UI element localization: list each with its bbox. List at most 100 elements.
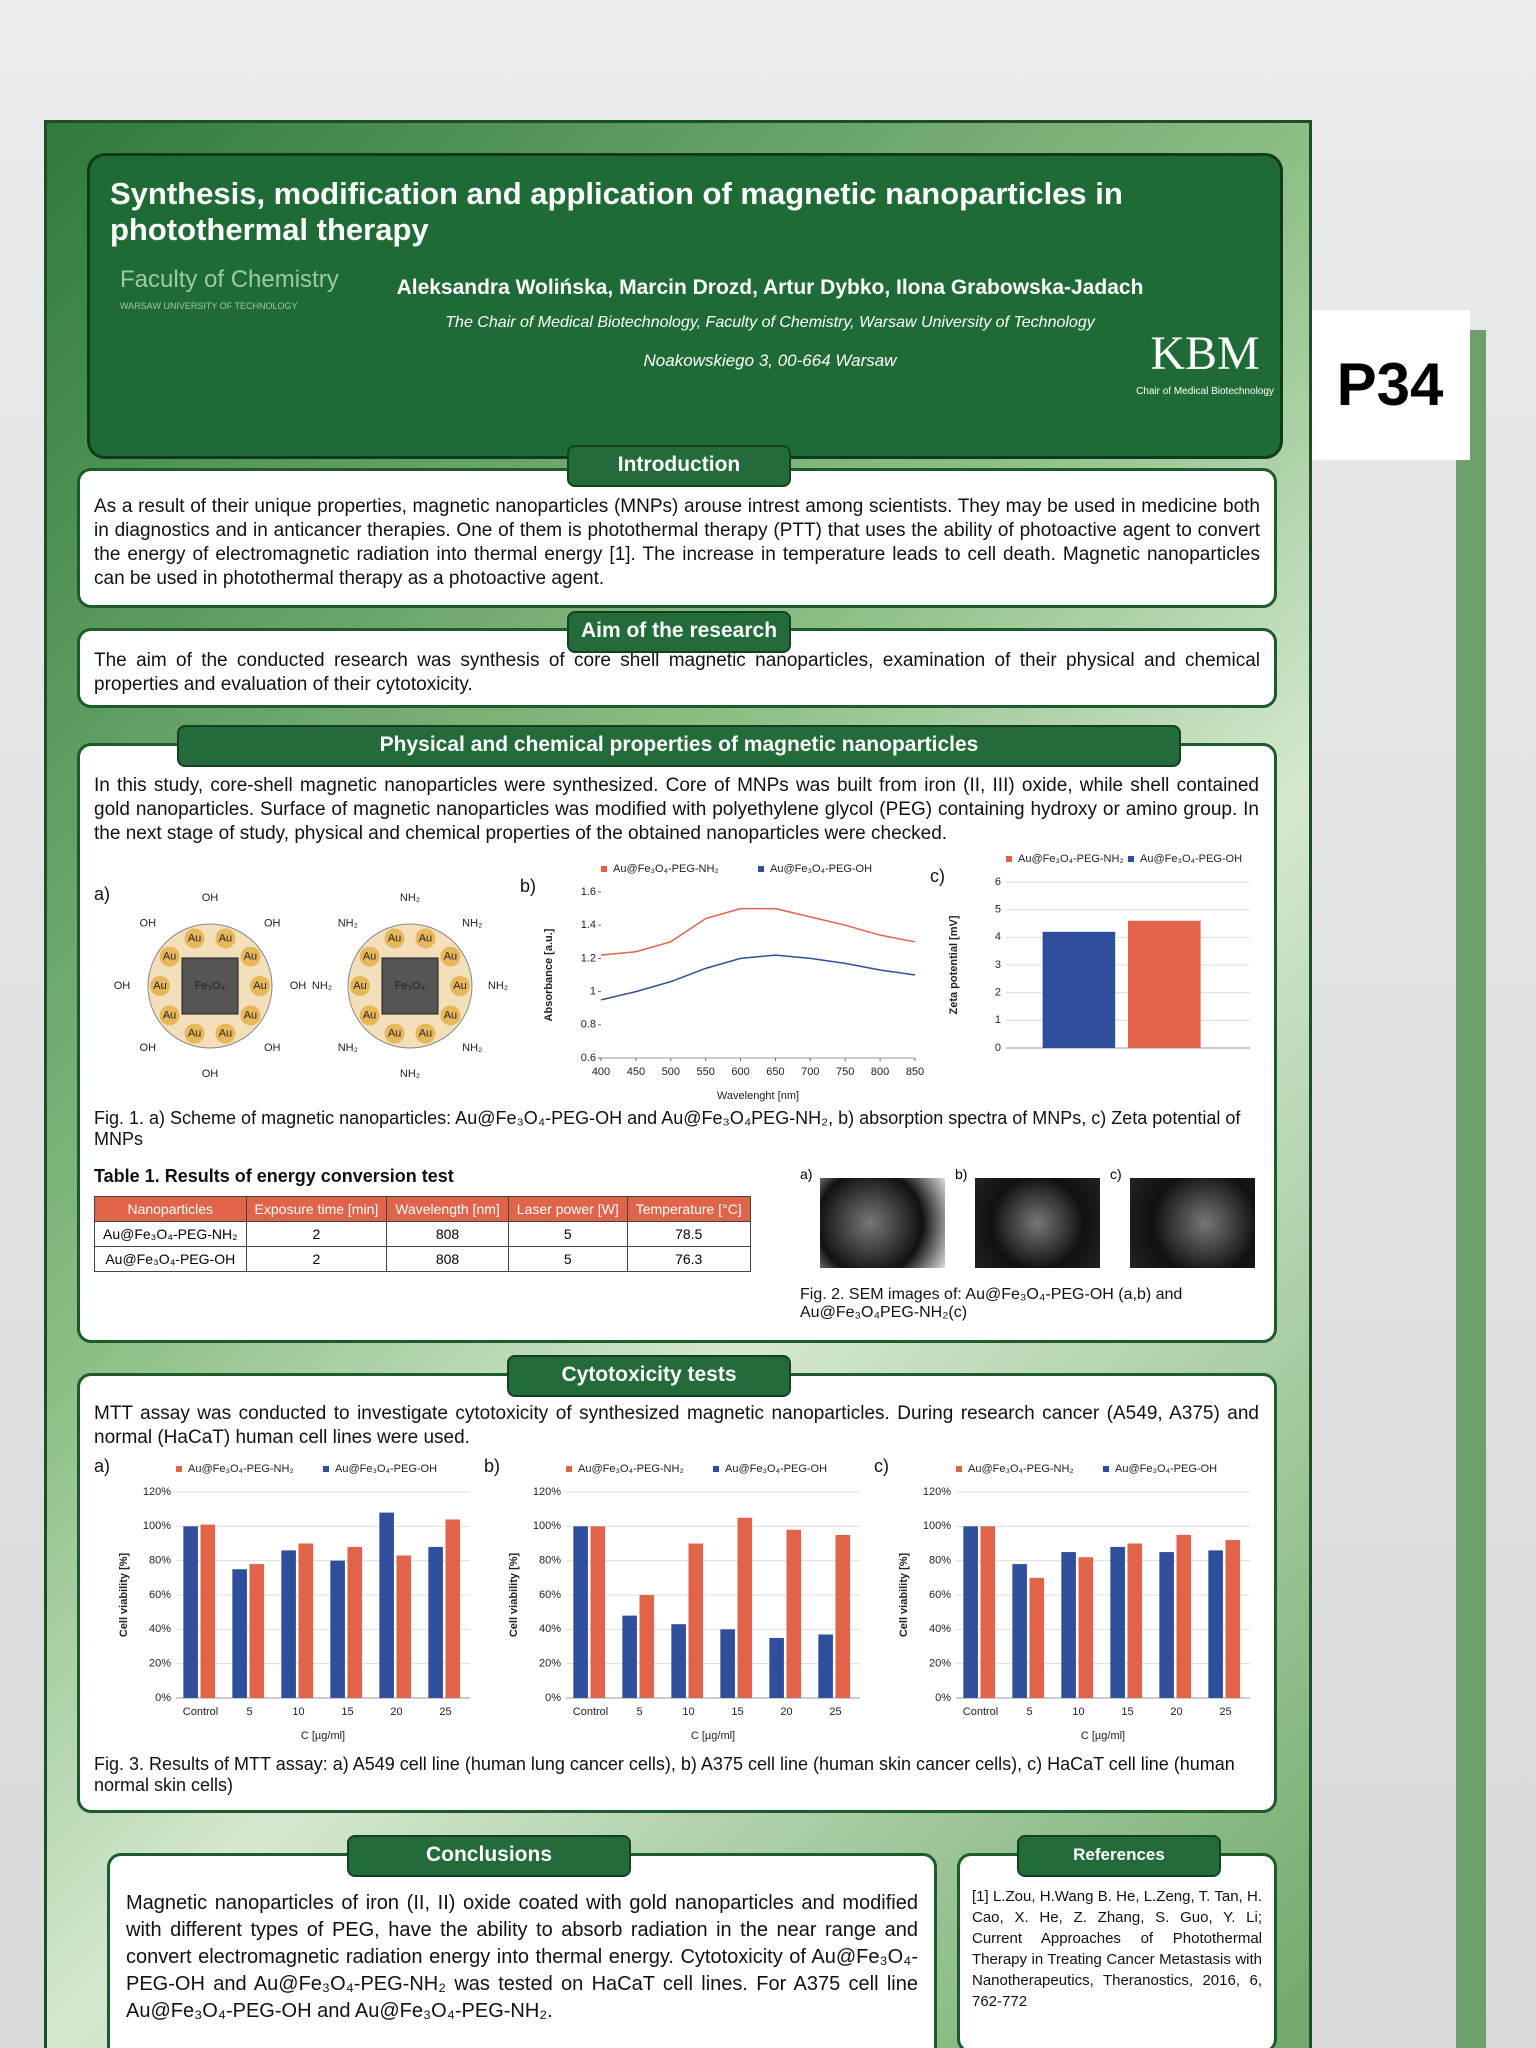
y-tick-label: 2 <box>995 987 1001 999</box>
gold-label: Au <box>363 951 376 963</box>
bar <box>298 1543 314 1698</box>
x-tick-label: 20 <box>780 1706 792 1718</box>
gold-label: Au <box>163 951 176 963</box>
cytotoxicity-heading: Cytotoxicity tests <box>507 1355 791 1397</box>
table-cell: 78.5 <box>626 1221 751 1247</box>
y-tick-label: 20% <box>149 1658 171 1670</box>
sem-image <box>1130 1178 1255 1268</box>
x-tick-label: 10 <box>1072 1706 1084 1718</box>
group-label: OH <box>114 980 131 992</box>
bar <box>281 1550 296 1698</box>
fig2-caption: Fig. 2. SEM images of: Au@Fe₃O₄-PEG-OH (… <box>800 1286 1183 1321</box>
table1: Nanoparticles Exposure time [min] Waveleng… <box>94 1196 751 1272</box>
legend-label: Au@Fe₃O₄-PEG-OH <box>770 863 872 875</box>
aim-heading: Aim of the research <box>567 611 791 653</box>
faculty: Faculty of Chemistry <box>120 266 339 293</box>
y-axis-label: Cell viability [%] <box>898 1552 910 1637</box>
fig1-caption: Fig. 1. a) Scheme of magnetic nanopartic… <box>94 1108 1241 1149</box>
legend-label: Au@Fe₃O₄-PEG-NH₂ <box>968 1463 1074 1475</box>
header: Synthesis, modification and application … <box>87 153 1283 459</box>
bar <box>1208 1550 1223 1698</box>
gold-particle <box>215 928 236 949</box>
bar <box>1078 1557 1094 1698</box>
stand-pole <box>1456 330 1486 2048</box>
bar <box>428 1546 443 1698</box>
y-tick-label: 5 <box>995 904 1001 916</box>
y-tick-label: 120% <box>143 1486 171 1498</box>
gold-label: Au <box>153 980 166 992</box>
bar <box>1128 920 1201 1048</box>
table-cell: 808 <box>386 1246 509 1272</box>
legend-swatch <box>758 866 764 872</box>
bar <box>347 1546 363 1698</box>
panel-label: b) <box>955 1166 968 1182</box>
zeta-chart: Au@Fe₃O₄-PEG-NH₂ Au@Fe₃O₄-PEG-OH 0 1 2 3 4 5 6 Ze… <box>948 853 1250 1054</box>
table-cell: 2 <box>245 1246 388 1272</box>
y-tick-label: 1.6 <box>581 886 596 898</box>
bar <box>786 1529 802 1698</box>
legend-label: Au@Fe₃O₄-PEG-NH₂ <box>578 1463 684 1475</box>
authors: Aleksandra Wolińska, Marcin Drozd, Artur… <box>396 276 1144 299</box>
poster: Synthesis, modification and application … <box>44 120 1312 2048</box>
table-row: Au@Fe₃O₄-PEG-NH₂ 2 808 5 78.5 <box>94 1221 751 1247</box>
bar <box>671 1624 686 1698</box>
properties-heading: Physical and chemical properties of magn… <box>177 725 1181 767</box>
bar <box>590 1526 606 1698</box>
bar <box>1042 931 1116 1048</box>
x-tick-label: Control <box>963 1706 998 1718</box>
legend-swatch <box>601 866 607 872</box>
panel-label: a) <box>94 1456 111 1476</box>
x-tick-label: 5 <box>1026 1706 1032 1718</box>
gold-particle <box>415 928 436 949</box>
legend-label: Au@Fe₃O₄-PEG-NH₂ <box>1018 853 1124 865</box>
address: Noakowskiego 3, 00-664 Warsaw <box>643 351 897 370</box>
y-axis-label: Cell viability [%] <box>508 1552 520 1637</box>
legend-label: Au@Fe₃O₄-PEG-NH₂ <box>613 863 719 875</box>
gold-particle <box>384 928 405 949</box>
gold-label: Au <box>363 1009 376 1021</box>
group-label: OH <box>140 1042 157 1054</box>
x-tick-label: 650 <box>766 1066 784 1078</box>
core <box>181 957 239 1015</box>
legend-swatch <box>1128 856 1134 862</box>
gold-particle <box>359 946 380 967</box>
title: Synthesis, modification and application … <box>110 176 1123 247</box>
bar <box>818 1634 833 1698</box>
x-tick-label: 450 <box>627 1066 645 1078</box>
bar <box>639 1595 655 1698</box>
legend-swatch <box>713 1466 719 1472</box>
x-tick-label: 25 <box>439 1706 451 1718</box>
group-label: NH₂ <box>462 1042 482 1054</box>
gold-particle <box>184 1023 205 1044</box>
bar <box>980 1526 996 1698</box>
legend-swatch <box>176 1466 182 1472</box>
x-tick-label: 25 <box>829 1706 841 1718</box>
y-tick-label: 0% <box>155 1692 171 1704</box>
table-header-cell: Laser power [W] <box>507 1196 628 1222</box>
cytotoxicity-text: MTT assay was conducted to investigate c… <box>94 1403 1259 1448</box>
references-box: [1] L.Zou, H.Wang B. He, L.Zeng, T. Tan,… <box>957 1853 1277 2048</box>
gold-particle <box>440 1005 461 1026</box>
line <box>600 954 916 1001</box>
sem-images: a) b) c) <box>800 1166 1260 1276</box>
y-tick-label: 20% <box>929 1658 951 1670</box>
legend-label: Au@Fe₃O₄-PEG-OH <box>1115 1463 1217 1475</box>
core <box>381 957 439 1015</box>
y-tick-label: 100% <box>143 1520 171 1532</box>
table-header-cell: Temperature [°C] <box>626 1196 751 1222</box>
gold-label: Au <box>163 1009 176 1021</box>
bar <box>249 1564 265 1698</box>
bar <box>963 1526 978 1698</box>
y-tick-label: 1 <box>590 986 596 998</box>
properties-box: In this study, core-shell magnetic nanop… <box>77 743 1277 1343</box>
logo: KBM <box>1150 327 1260 380</box>
legend-label: Au@Fe₃O₄-PEG-OH <box>335 1463 437 1475</box>
y-axis-label: Absorbance [a.u.] <box>543 928 555 1021</box>
panel-label: b) <box>520 876 537 896</box>
x-tick-label: 600 <box>731 1066 749 1078</box>
x-tick-label: 25 <box>1219 1706 1231 1718</box>
panel-label: a) <box>94 884 111 904</box>
nanoparticle-scheme: OH OH OH OH OH OH OH OH Au Au Au Au Au Au Au Au Au Au Fe₃O… <box>114 892 508 1080</box>
conclusions-heading: Conclusions <box>347 1835 631 1877</box>
group-label: NH₂ <box>338 918 358 930</box>
